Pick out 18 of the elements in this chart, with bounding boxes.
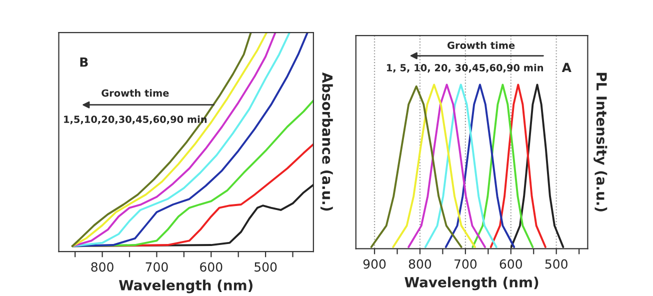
text: Growth time <box>448 41 515 49</box>
annotation: Growth time <box>102 89 169 97</box>
x-tick-label: 500 <box>545 259 568 269</box>
text: A <box>562 62 572 72</box>
x-axis-title: Wavelength (nm) <box>404 276 538 290</box>
x-tick-label: 800 <box>91 262 114 272</box>
x-axis-title: Wavelength (nm) <box>118 280 252 294</box>
x-tick-label: 600 <box>500 259 522 269</box>
annotation: B <box>80 58 88 67</box>
y-axis-title: PL Intensity (a.u.) <box>594 72 608 212</box>
x-tick-label: 700 <box>146 262 168 272</box>
x-tick-label: 800 <box>408 259 432 269</box>
x-tick-label: 900 <box>363 259 386 269</box>
text: 1, 5, 10, 20, 30,45,60,90 min <box>387 64 544 73</box>
x-tick-label: 700 <box>454 259 477 269</box>
x-tick-label: 500 <box>254 262 277 272</box>
y-axis-title: Absorbance (a.u.) <box>320 72 333 211</box>
x-tick-label: 600 <box>200 262 222 272</box>
